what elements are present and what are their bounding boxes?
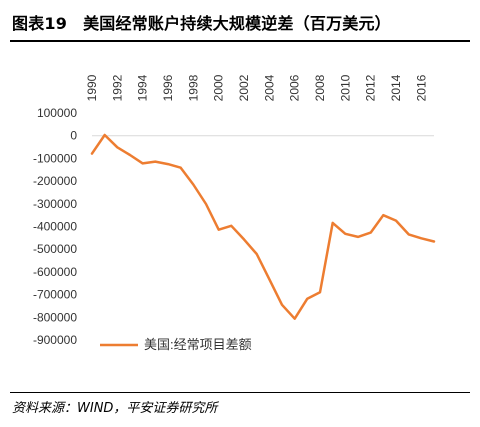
x-tick-label: 2010 [338,74,352,101]
y-tick-label: -800000 [33,310,77,324]
source-note: 资料来源：WIND，平安证券研究所 [12,401,218,416]
x-tick-label: 2014 [389,74,403,101]
x-tick-label: 2012 [364,74,378,101]
figure-title-text: 美国经常账户持续大规模逆差（百万美元） [83,14,391,33]
series-line [90,133,436,320]
y-tick-label: -700000 [33,288,77,302]
y-tick-label: 0 [70,129,77,143]
y-tick-label: -500000 [33,242,77,256]
x-tick-label: 1994 [136,74,150,101]
figure-header: 图表19 美国经常账户持续大规模逆差（百万美元） [10,2,470,42]
y-tick-label: 100000 [37,106,77,120]
line-chart: 100000 0 -100000 -200000 -300000 -400000 -5000… [33,74,436,352]
x-tick-label: 2008 [313,74,327,101]
x-tick-label: 2006 [288,74,302,101]
y-tick-label: -100000 [33,151,77,165]
x-tick-label: 1992 [110,74,124,101]
x-tick-label: 2002 [237,74,251,101]
y-tick-label: -400000 [33,220,77,234]
figure-title: 图表19 美国经常账户持续大规模逆差（百万美元） [12,10,391,34]
x-tick-label: 2016 [414,74,428,101]
y-tick-label: -600000 [33,265,77,279]
x-tick-label: 1996 [161,74,175,101]
y-tick-label: -300000 [33,197,77,211]
x-tick-label: 1990 [85,74,99,101]
legend-label: 美国:经常项目差额 [144,337,252,352]
y-tick-label: -900000 [33,333,77,347]
y-tick-label: -200000 [33,174,77,188]
source-divider [10,392,470,393]
x-tick-label: 2004 [262,74,276,101]
figure-number: 图表19 [12,14,68,33]
x-tick-label: 1998 [186,74,200,101]
x-tick-label: 2000 [212,74,226,101]
